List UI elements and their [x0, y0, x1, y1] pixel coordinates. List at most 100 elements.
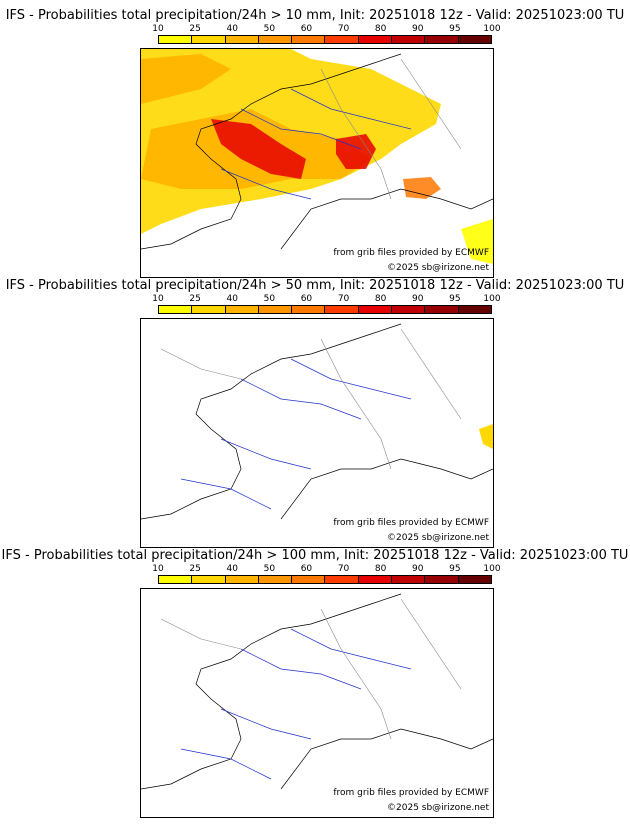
colorbar-ticks: 10 25 40 50 60 70 80 90 95 100: [152, 564, 500, 575]
colorbar-segment: [192, 36, 226, 43]
borders: [320, 58, 462, 200]
colorbar-segment: [225, 36, 259, 43]
colorbar-segment: [192, 576, 226, 583]
colorbar-segment: [159, 306, 193, 313]
colorbar-tick-label: 100: [483, 294, 501, 304]
colorbar-tick-label: 100: [483, 564, 501, 574]
colorbar-tick-label: 80: [374, 24, 387, 34]
map-svg: [141, 593, 493, 790]
colorbar-ticks: 10 25 40 50 60 70 80 90 95 100: [152, 24, 500, 35]
coastline-south: [280, 728, 493, 790]
colorbar-tick-label: 50: [263, 24, 276, 34]
colorbar-tick-label: 60: [300, 564, 313, 574]
colorbar-segment: [258, 576, 293, 583]
panel-title: IFS - Probabilities total precipitation/…: [5, 8, 625, 23]
rivers: [220, 88, 412, 200]
precip-area-orange: [141, 54, 371, 189]
colorbar-segment: [325, 576, 359, 583]
precip-area-red-east: [336, 134, 376, 169]
colorbar-tick-label: 95: [449, 564, 461, 574]
credit-copyright: ©2025 sb@irizone.net: [387, 263, 489, 273]
colorbar-segment: [458, 306, 491, 313]
colorbar: [158, 35, 492, 44]
colorbar-segment: [458, 576, 491, 583]
colorbar-tick-label: 40: [226, 294, 238, 304]
panel-title: IFS - Probabilities total precipitation/…: [5, 278, 625, 293]
credit-copyright: ©2025 sb@irizone.net: [387, 533, 489, 543]
colorbar-segment: [358, 576, 393, 583]
colorbar-tick-label: 40: [226, 564, 238, 574]
colorbar-tick-label: 10: [152, 24, 164, 34]
coastline-south: [280, 458, 493, 520]
colorbar-tick-label: 95: [449, 294, 461, 304]
coastline: [141, 593, 402, 790]
colorbar-tick-label: 25: [189, 294, 201, 304]
colorbar-segment: [258, 306, 293, 313]
credit-copyright: ©2025 sb@irizone.net: [387, 803, 489, 813]
colorbar-segment: [225, 306, 259, 313]
map: from grib files provided by ECMWF ©2025 …: [140, 318, 494, 548]
colorbar-segment: [392, 306, 426, 313]
colorbar-segment: [425, 36, 459, 43]
map: from grib files provided by ECMWF ©2025 …: [140, 48, 494, 278]
map-panel-10mm: IFS - Probabilities total precipitation/…: [0, 8, 630, 278]
colorbar-segment: [425, 306, 459, 313]
colorbar-segment: [358, 306, 393, 313]
borders: [160, 598, 462, 740]
rivers: [180, 358, 412, 510]
colorbar-segment: [325, 306, 359, 313]
colorbar-tick-label: 50: [263, 294, 276, 304]
coastline-south: [280, 188, 493, 250]
colorbar-tick-label: 90: [412, 294, 424, 304]
borders: [160, 328, 462, 470]
colorbar-segment: [159, 576, 193, 583]
colorbar-tick-label: 25: [189, 564, 201, 574]
colorbar-segment: [325, 36, 359, 43]
colorbar-segment: [292, 306, 326, 313]
map-svg: [141, 323, 493, 520]
credit-source: from grib files provided by ECMWF: [333, 248, 489, 258]
colorbar-tick-label: 80: [374, 294, 387, 304]
colorbar-segment: [358, 36, 393, 43]
colorbar-tick-label: 40: [226, 24, 238, 34]
colorbar-tick-label: 95: [449, 24, 461, 34]
colorbar-segment: [392, 36, 426, 43]
colorbar-segment: [258, 36, 293, 43]
credit-source: from grib files provided by ECMWF: [333, 788, 489, 798]
map-svg: [141, 49, 493, 264]
credit-source: from grib files provided by ECMWF: [333, 518, 489, 528]
colorbar-segment: [225, 576, 259, 583]
map-panel-50mm: IFS - Probabilities total precipitation/…: [0, 278, 630, 548]
colorbar-segment: [292, 36, 326, 43]
colorbar-tick-label: 25: [189, 24, 201, 34]
colorbar-tick-label: 70: [337, 24, 350, 34]
colorbar: [158, 305, 492, 314]
colorbar-segment: [425, 576, 459, 583]
coastline: [141, 323, 402, 520]
colorbar-tick-label: 70: [337, 294, 350, 304]
colorbar-segment: [458, 36, 491, 43]
colorbar-tick-label: 10: [152, 564, 164, 574]
colorbar-tick-label: 10: [152, 294, 164, 304]
colorbar-ticks: 10 25 40 50 60 70 80 90 95 100: [152, 294, 500, 305]
colorbar-segment: [292, 576, 326, 583]
colorbar-segment: [159, 36, 193, 43]
colorbar-tick-label: 90: [412, 24, 424, 34]
panel-title: IFS - Probabilities total precipitation/…: [1, 548, 629, 563]
precip-area-red-west: [211, 119, 306, 179]
colorbar-tick-label: 70: [337, 564, 350, 574]
colorbar-tick-label: 80: [374, 564, 387, 574]
precip-area-east: [461, 219, 493, 264]
colorbar-tick-label: 100: [483, 24, 501, 34]
rivers: [180, 628, 412, 780]
colorbar-tick-label: 50: [263, 564, 276, 574]
precip-area-yellow: [479, 424, 493, 449]
map: from grib files provided by ECMWF ©2025 …: [140, 588, 494, 818]
colorbar-tick-label: 60: [300, 294, 313, 304]
colorbar-segment: [192, 306, 226, 313]
colorbar-segment: [392, 576, 426, 583]
map-panel-100mm: IFS - Probabilities total precipitation/…: [0, 548, 630, 818]
colorbar-tick-label: 90: [412, 564, 424, 574]
colorbar: [158, 575, 492, 584]
colorbar-tick-label: 60: [300, 24, 313, 34]
